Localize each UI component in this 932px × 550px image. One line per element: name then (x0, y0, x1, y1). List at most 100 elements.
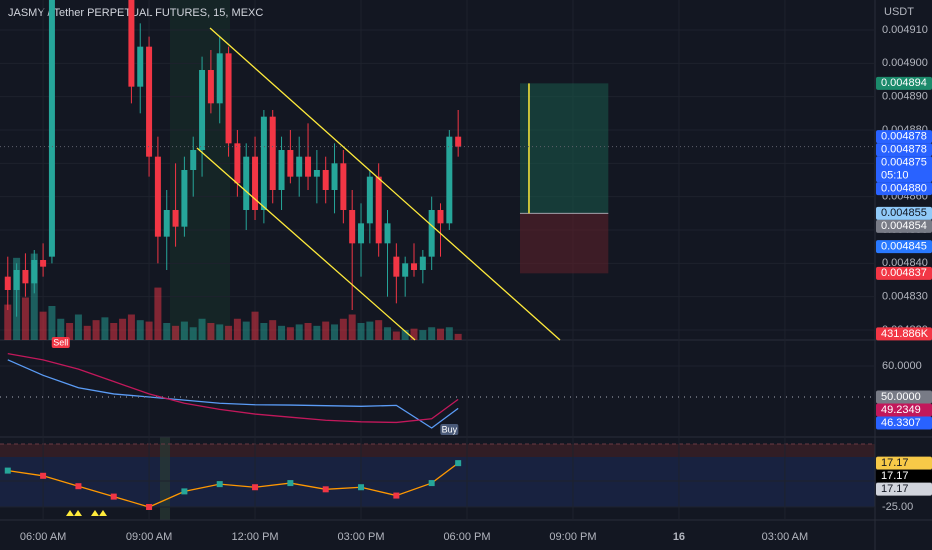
volume-bar (163, 323, 171, 340)
volume-bar (66, 323, 74, 340)
x-tick-label: 09:00 AM (126, 531, 172, 543)
price-badge-label: 17.17 (881, 483, 909, 495)
volume-bar (207, 323, 215, 340)
volume-bar (21, 297, 29, 340)
candle-body (269, 116, 276, 190)
highlight-column (160, 437, 170, 520)
volume-bar (304, 323, 312, 340)
volume-bar (180, 321, 188, 340)
y-tick-label: -25.00 (882, 501, 913, 513)
price-badge-label: 0.004855 (881, 207, 927, 219)
price-badge (876, 469, 932, 483)
volume-bar (145, 321, 153, 340)
volume-bar (384, 327, 392, 340)
candle-body (252, 156, 259, 210)
volume-bar (39, 311, 47, 340)
volume-bar (136, 320, 144, 340)
candle-body (163, 210, 170, 237)
price-badge-label: 17.17 (881, 470, 909, 482)
x-tick-label: 12:00 PM (231, 531, 278, 543)
signal-marker (91, 510, 99, 516)
indicator-marker (4, 467, 11, 474)
y-tick-label: 60.0000 (882, 360, 922, 372)
currency-label: USDT (884, 6, 914, 18)
candle-body (296, 156, 303, 177)
price-badge (876, 482, 932, 496)
x-tick-label: 16 (673, 531, 685, 543)
candle-body (234, 143, 241, 184)
volume-bar (4, 304, 12, 340)
candle-body (181, 170, 188, 227)
candle-body (322, 170, 329, 190)
y-tick-label: 0.004910 (882, 24, 928, 36)
pane (7, 352, 459, 429)
x-tick-label: 06:00 AM (20, 531, 66, 543)
signal-tag-label: Buy (442, 424, 458, 434)
price-badge-label: 0.004878 (881, 131, 927, 143)
indicator-marker (110, 493, 117, 500)
volume-bar (251, 311, 259, 340)
signal-marker (74, 510, 82, 516)
indicator-marker (322, 486, 329, 493)
volume-bar (242, 321, 250, 340)
indicator-line (7, 462, 459, 508)
price-badge (876, 206, 932, 220)
candle-body (207, 70, 214, 104)
candle-body (13, 270, 20, 290)
volume-bar (428, 327, 436, 340)
price-countdown: 05:10 (881, 170, 909, 182)
signal-tag-label: Sell (53, 337, 68, 347)
volume-bar (401, 330, 409, 340)
candle-body (366, 176, 373, 224)
pane (4, 460, 462, 510)
volume-bar (57, 318, 65, 340)
volume-bar (322, 321, 330, 340)
candle-body (428, 210, 435, 257)
price-badge-label: 46.3307 (881, 417, 921, 429)
price-badge (876, 456, 932, 470)
candle-body (146, 46, 153, 157)
volume-bar (198, 318, 206, 340)
trend-line (209, 27, 561, 341)
volume-bar (278, 325, 286, 340)
price-badge (876, 182, 932, 196)
volume-bar (295, 324, 303, 340)
volume-bar (233, 318, 241, 340)
indicator-marker (358, 484, 365, 491)
volume-bar (286, 327, 294, 340)
candle-body (287, 150, 294, 177)
volume-bar (437, 328, 445, 340)
trend-line (196, 147, 416, 341)
volume-bar (172, 325, 180, 340)
indicator-marker (287, 480, 294, 487)
volume-bar (357, 323, 365, 340)
price-badge-label: 0.004875 (881, 157, 927, 169)
neutral-band (0, 457, 875, 507)
price-badge (876, 219, 932, 233)
price-badge-label: 0.004845 (881, 241, 927, 253)
chart-title: JASMY / Tether PERPETUAL FUTURES, 15, ME… (8, 7, 263, 19)
signal-marker (66, 510, 74, 516)
candle-body (260, 116, 267, 210)
indicator-marker (428, 480, 435, 487)
candle-body (393, 256, 400, 277)
candle-body (402, 263, 409, 277)
indicator-line (7, 359, 459, 429)
volume-bar (339, 318, 347, 340)
volume-bar (269, 320, 277, 340)
volume-badge (876, 327, 932, 341)
volume-badge-label: 431.886K (881, 328, 929, 340)
candle-body (243, 156, 250, 210)
candle-body (358, 223, 365, 244)
price-badge (876, 403, 932, 417)
y-tick-label: 0.004890 (882, 91, 928, 103)
price-badge (876, 130, 932, 144)
price-badge (876, 156, 932, 183)
volume-bar (216, 324, 224, 340)
candle-body (305, 156, 312, 177)
volume-bar (154, 287, 162, 340)
candle-body (278, 150, 285, 190)
candle-body (419, 256, 426, 270)
volume-bar (101, 317, 109, 340)
